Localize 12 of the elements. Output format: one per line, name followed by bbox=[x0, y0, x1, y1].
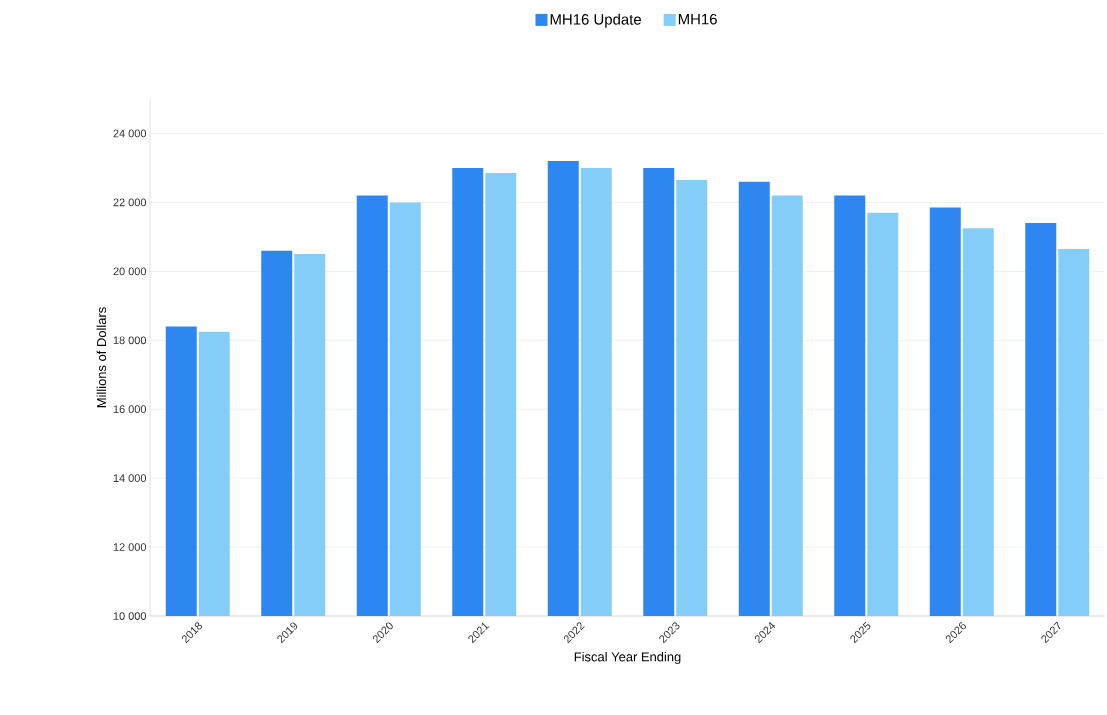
y-tick-label: 20 000 bbox=[113, 267, 147, 276]
legend-label: MH16 bbox=[678, 13, 717, 25]
y-tick-label: 10 000 bbox=[113, 612, 147, 620]
y-tick-label: 12 000 bbox=[113, 543, 147, 551]
y-tick-label: 14 000 bbox=[113, 474, 147, 483]
x-axis-title: Fiscal Year Ending bbox=[574, 651, 681, 664]
y-axis-title: Millions of Dollars bbox=[96, 307, 107, 408]
y-tick-label: 24 000 bbox=[113, 129, 147, 138]
y-tick-label: 16 000 bbox=[113, 405, 147, 414]
y-tick-label: 18 000 bbox=[113, 336, 147, 345]
y-tick-label: 22 000 bbox=[113, 198, 147, 207]
legend-label: MH16 Update bbox=[550, 13, 641, 28]
